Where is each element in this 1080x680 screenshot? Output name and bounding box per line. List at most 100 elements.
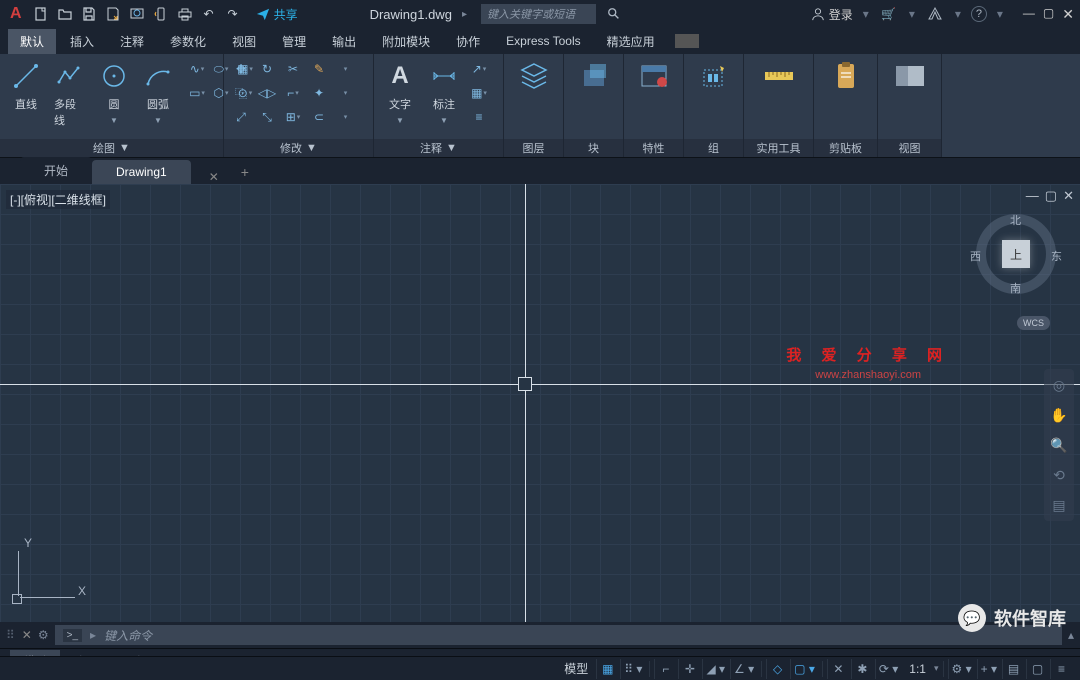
login-button[interactable]: 登录: [811, 6, 853, 23]
tab-collaborate[interactable]: 协作: [444, 29, 492, 54]
layers-button[interactable]: [514, 58, 554, 94]
status-cycling-icon[interactable]: ⟳ ▾: [875, 659, 901, 679]
status-2dsnap-icon[interactable]: ▢ ▾: [790, 659, 818, 679]
tab-featured[interactable]: 精选应用: [595, 29, 667, 54]
status-polar-icon[interactable]: ✛: [678, 659, 700, 679]
maximize-icon[interactable]: ▢: [1043, 6, 1054, 23]
viewcube[interactable]: 上 北 南 东 西: [976, 214, 1056, 294]
tab-default[interactable]: 默认: [8, 29, 56, 54]
explode-icon[interactable]: ✦: [308, 82, 330, 104]
status-ui-icon[interactable]: ▢: [1026, 659, 1048, 679]
view-button[interactable]: [890, 58, 930, 94]
saveas-icon[interactable]: [102, 3, 124, 25]
new-icon[interactable]: [30, 3, 52, 25]
scale-icon[interactable]: ⤡: [256, 106, 278, 128]
nav-showmotion-icon[interactable]: ▤: [1049, 495, 1069, 515]
status-add-icon[interactable]: + ▾: [977, 659, 1000, 679]
print-icon[interactable]: [174, 3, 196, 25]
search-input[interactable]: 键入关键字或短语: [481, 4, 596, 24]
redo-icon[interactable]: ↷: [222, 3, 244, 25]
nav-orbit-icon[interactable]: ⟲: [1049, 465, 1069, 485]
share-button[interactable]: 共享: [248, 6, 306, 23]
cmd-drag-handle[interactable]: ⠿: [6, 628, 16, 642]
leader-icon[interactable]: ↗: [468, 58, 490, 80]
arc-button[interactable]: 圆弧▼: [138, 58, 178, 127]
array-icon[interactable]: ⊞: [282, 106, 304, 128]
move-icon[interactable]: ✥: [230, 58, 252, 80]
status-otrack-icon[interactable]: ∠ ▾: [730, 659, 757, 679]
status-scale[interactable]: 1:1: [903, 662, 932, 676]
rect-icon[interactable]: ▭: [186, 82, 208, 104]
offset-icon[interactable]: ⊂: [308, 106, 330, 128]
nav-zoom-icon[interactable]: 🔍: [1049, 435, 1069, 455]
open-icon[interactable]: [54, 3, 76, 25]
modify-dd1[interactable]: [334, 58, 356, 80]
status-grid-icon[interactable]: ▦: [596, 659, 618, 679]
stretch-icon[interactable]: ⤢: [230, 106, 252, 128]
save-icon[interactable]: [78, 3, 100, 25]
tab-start[interactable]: 开始: [20, 157, 92, 184]
cart-icon[interactable]: 🛒: [879, 4, 899, 24]
viewcube-west[interactable]: 西: [970, 248, 981, 264]
copy-icon[interactable]: ⿻: [230, 82, 252, 104]
vp-minimize-icon[interactable]: —: [1026, 188, 1039, 204]
tab-annotate[interactable]: 注释: [108, 29, 156, 54]
doc-dropdown-icon[interactable]: ▸: [462, 9, 467, 20]
minimize-icon[interactable]: —: [1023, 6, 1035, 23]
text-button[interactable]: A 文字▼: [380, 58, 420, 127]
help-icon[interactable]: ?: [971, 6, 987, 22]
vp-close-icon[interactable]: ✕: [1063, 188, 1074, 204]
tab-parametric[interactable]: 参数化: [158, 29, 218, 54]
tab-manage[interactable]: 管理: [270, 29, 318, 54]
vp-maximize-icon[interactable]: ▢: [1045, 188, 1057, 204]
viewcube-face-top[interactable]: 上: [1002, 240, 1030, 268]
tab-add-icon[interactable]: +: [231, 160, 259, 184]
viewport-label[interactable]: [-][俯视][二维线框]: [6, 190, 110, 209]
tab-output[interactable]: 输出: [320, 29, 368, 54]
tab-view[interactable]: 视图: [220, 29, 268, 54]
app-logo[interactable]: A: [6, 5, 26, 23]
web-icon[interactable]: [126, 3, 148, 25]
groups-button[interactable]: [694, 58, 734, 94]
modify-dd2[interactable]: [334, 82, 356, 104]
status-quickprops-icon[interactable]: ▤: [1002, 659, 1024, 679]
tab-express[interactable]: Express Tools: [494, 30, 592, 52]
status-lineweight-icon[interactable]: ✕: [827, 659, 849, 679]
mobile-icon[interactable]: [150, 3, 172, 25]
spline-icon[interactable]: ∿: [186, 58, 208, 80]
status-ortho-icon[interactable]: ⌐: [654, 659, 676, 679]
cmd-expand-icon[interactable]: ▴: [1068, 628, 1074, 642]
tab-addins[interactable]: 附加模块: [370, 29, 442, 54]
menu-overflow[interactable]: [675, 34, 699, 48]
nav-pan-icon[interactable]: ✋: [1049, 405, 1069, 425]
tab-drawing1[interactable]: Drawing1: [92, 160, 191, 184]
status-customize-icon[interactable]: ≡: [1050, 659, 1072, 679]
viewcube-north[interactable]: 北: [1010, 212, 1021, 228]
wcs-badge[interactable]: WCS: [1017, 316, 1050, 330]
clipboard-button[interactable]: [826, 58, 866, 94]
status-osnap-icon[interactable]: ◇: [766, 659, 788, 679]
undo-icon[interactable]: ↶: [198, 3, 220, 25]
tab-insert[interactable]: 插入: [58, 29, 106, 54]
status-transparency-icon[interactable]: ✱: [851, 659, 873, 679]
cmd-options-icon[interactable]: ⚙: [38, 628, 49, 642]
table-icon[interactable]: ▦: [468, 82, 490, 104]
status-gear-icon[interactable]: ⚙ ▾: [948, 659, 975, 679]
fillet-icon[interactable]: ⌐: [282, 82, 304, 104]
line-button[interactable]: 直线: [6, 58, 46, 114]
status-model[interactable]: 模型: [558, 660, 594, 677]
autodesk-icon[interactable]: [925, 4, 945, 24]
viewcube-south[interactable]: 南: [1010, 280, 1021, 296]
mirror-icon[interactable]: ◁▷: [256, 82, 278, 104]
tab-close-icon[interactable]: ✕: [201, 170, 227, 184]
nav-wheel-icon[interactable]: ◎: [1049, 375, 1069, 395]
command-input[interactable]: >_ ▸ 键入命令: [55, 625, 1062, 645]
search-icon[interactable]: [604, 4, 624, 24]
erase-icon[interactable]: ✎: [308, 58, 330, 80]
circle-button[interactable]: 圆▼: [94, 58, 134, 127]
cmd-close-icon[interactable]: ✕: [22, 628, 32, 642]
viewcube-east[interactable]: 东: [1051, 248, 1062, 264]
trim-icon[interactable]: ✂: [282, 58, 304, 80]
status-iso-icon[interactable]: ◢ ▾: [702, 659, 728, 679]
drawing-canvas[interactable]: [-][俯视][二维线框] — ▢ ✕ 我 爱 分 享 网 www.zhansh…: [0, 184, 1080, 622]
